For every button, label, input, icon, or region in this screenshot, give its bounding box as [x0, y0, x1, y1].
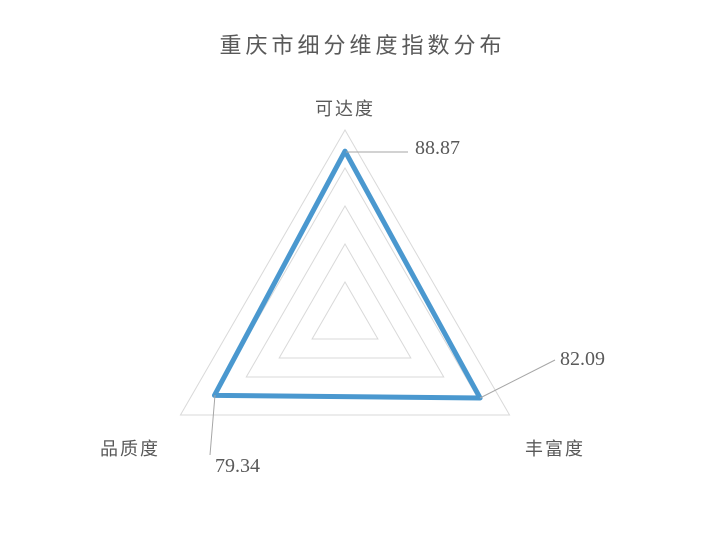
value-label-richness: 82.09 [560, 348, 605, 371]
axis-label-quality: 品质度 [100, 435, 160, 461]
radar-chart-container: 重庆市细分维度指数分布 可达度 丰富度 品质度 88.87 82.09 79.3… [0, 0, 725, 545]
axis-label-richness: 丰富度 [525, 435, 585, 461]
radar-svg [0, 0, 725, 545]
value-label-accessibility: 88.87 [415, 137, 460, 160]
value-label-quality: 79.34 [215, 455, 260, 478]
axis-label-accessibility: 可达度 [315, 95, 375, 121]
